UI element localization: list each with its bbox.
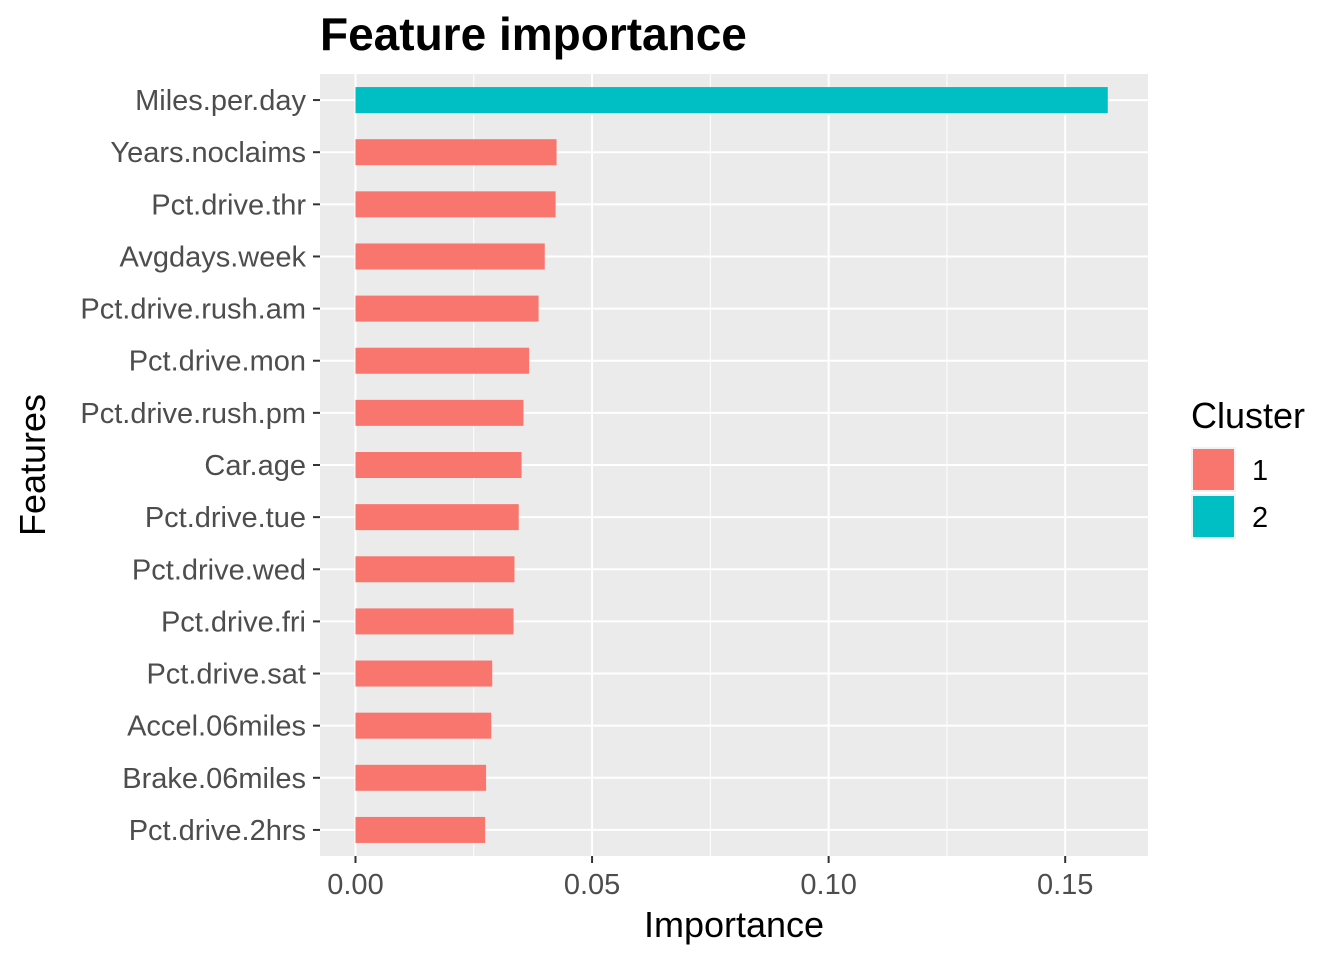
bar-pct-drive-thr xyxy=(355,191,556,218)
bar-pct-drive-tue xyxy=(355,504,519,531)
bar-avgdays-week xyxy=(355,243,545,270)
legend-title: Cluster xyxy=(1191,395,1305,436)
legend-label-1: 1 xyxy=(1252,455,1268,487)
y-tick-label: Avgdays.week xyxy=(120,241,307,273)
bar-miles-per-day xyxy=(355,87,1108,114)
y-tick-label: Brake.06miles xyxy=(122,763,306,795)
bar-pct-drive-fri xyxy=(355,608,514,635)
legend-swatch-2 xyxy=(1193,496,1234,537)
legend-label-2: 2 xyxy=(1252,502,1268,534)
y-tick-label: Pct.drive.tue xyxy=(145,502,306,534)
bar-accel-06miles xyxy=(355,712,492,739)
x-axis: 0.00 0.05 0.10 0.15 xyxy=(327,856,1093,901)
y-tick-label: Pct.drive.wed xyxy=(132,554,306,586)
bar-pct-drive-wed xyxy=(355,556,515,583)
y-tick-label: Pct.drive.fri xyxy=(161,606,306,638)
y-tick-label: Pct.drive.rush.pm xyxy=(80,398,306,430)
bar-pct-drive-mon xyxy=(355,347,530,374)
y-tick-label: Accel.06miles xyxy=(127,711,306,743)
bar-pct-drive-rush-pm xyxy=(355,399,524,426)
y-tick-label: Years.noclaims xyxy=(110,137,306,169)
y-tick-label: Pct.drive.rush.am xyxy=(80,294,306,326)
x-tick-label: 0.10 xyxy=(800,869,856,901)
bar-pct-drive-sat xyxy=(355,660,493,687)
bar-years-noclaims xyxy=(355,139,557,166)
bar-pct-drive-rush-am xyxy=(355,295,539,322)
bar-pct-drive-2hrs xyxy=(355,816,486,843)
chart-title: Feature importance xyxy=(320,8,747,60)
bar-brake-06miles xyxy=(355,764,487,791)
x-tick-label: 0.05 xyxy=(564,869,620,901)
legend: Cluster 1 2 xyxy=(1191,395,1305,539)
x-axis-title: Importance xyxy=(644,904,824,945)
y-tick-label: Miles.per.day xyxy=(135,85,306,117)
bar-car-age xyxy=(355,452,522,478)
x-tick-label: 0.15 xyxy=(1037,869,1093,901)
y-axis-title: Features xyxy=(12,394,53,536)
y-tick-label: Pct.drive.2hrs xyxy=(129,815,306,847)
y-tick-label: Pct.drive.thr xyxy=(151,189,306,221)
x-tick-label: 0.00 xyxy=(327,869,383,901)
y-tick-label: Pct.drive.sat xyxy=(146,659,306,691)
y-tick-label: Car.age xyxy=(204,450,306,482)
legend-swatch-1 xyxy=(1193,449,1234,490)
bars-group xyxy=(355,87,1108,843)
y-axis: Miles.per.day Years.noclaims Pct.drive.thr… xyxy=(80,85,320,847)
y-tick-label: Pct.drive.mon xyxy=(129,346,306,378)
